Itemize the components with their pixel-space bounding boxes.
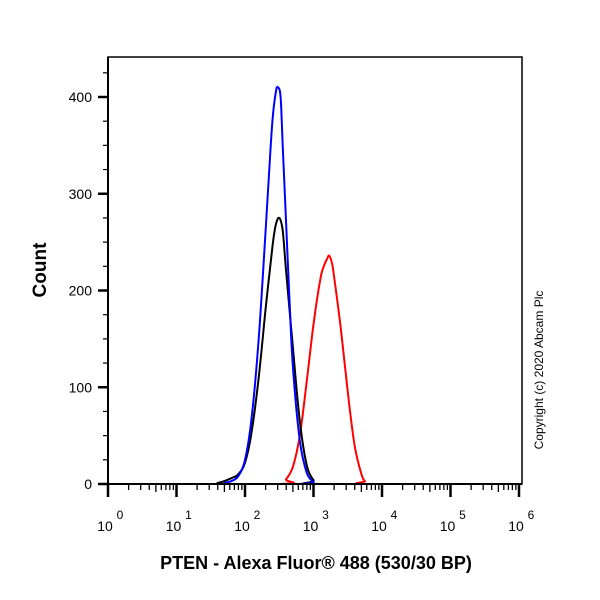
x-tick-label: 103 (303, 508, 329, 534)
histogram-curve-isotype-control (107, 85, 519, 486)
y-tick-label: 0 (84, 476, 92, 492)
svg-text:5: 5 (459, 508, 466, 522)
copyright-annotation: Copyright (c) 2020 Abcam Plc (532, 291, 546, 450)
plot-frame (107, 56, 523, 485)
histogram-curve-pten-alexa-fluor-488 (107, 254, 519, 486)
svg-text:10: 10 (166, 518, 182, 534)
svg-text:10: 10 (440, 518, 456, 534)
svg-text:10: 10 (508, 518, 524, 534)
x-tick-label: 10 4 (371, 508, 397, 534)
x-tick-label: 10 2 (234, 508, 260, 534)
y-tick-label: 100 (69, 379, 93, 395)
y-axis-title: Count (30, 242, 51, 298)
svg-text:10: 10 (371, 518, 387, 534)
x-tick-label: 101 (166, 508, 192, 534)
svg-text:10: 10 (97, 518, 113, 534)
svg-text:10: 10 (234, 518, 250, 534)
svg-text:1: 1 (185, 508, 192, 522)
svg-text:10: 10 (303, 518, 319, 534)
x-tick-label: 105 (440, 508, 466, 534)
histogram-curves (107, 85, 519, 486)
svg-text:3: 3 (322, 508, 329, 522)
plot-area (98, 56, 523, 497)
svg-text:6: 6 (528, 508, 535, 522)
svg-text:4: 4 (391, 508, 398, 522)
y-axis-tick-labels: 0 100 200 300 400 (69, 89, 93, 492)
x-axis-title: PTEN - Alexa Fluor® 488 (530/30 BP) (160, 553, 472, 573)
y-tick-label: 300 (69, 186, 93, 202)
svg-text:0: 0 (117, 508, 124, 522)
y-tick-label: 200 (69, 283, 93, 299)
x-axis-ticks (106, 484, 521, 497)
histogram-curve-unlabelled-control (107, 216, 519, 486)
x-tick-label: 10 0 (97, 508, 123, 534)
y-tick-label: 400 (69, 89, 93, 105)
y-axis-ticks (98, 72, 108, 486)
x-tick-label: 10 6 (508, 508, 534, 534)
svg-text:2: 2 (254, 508, 261, 522)
